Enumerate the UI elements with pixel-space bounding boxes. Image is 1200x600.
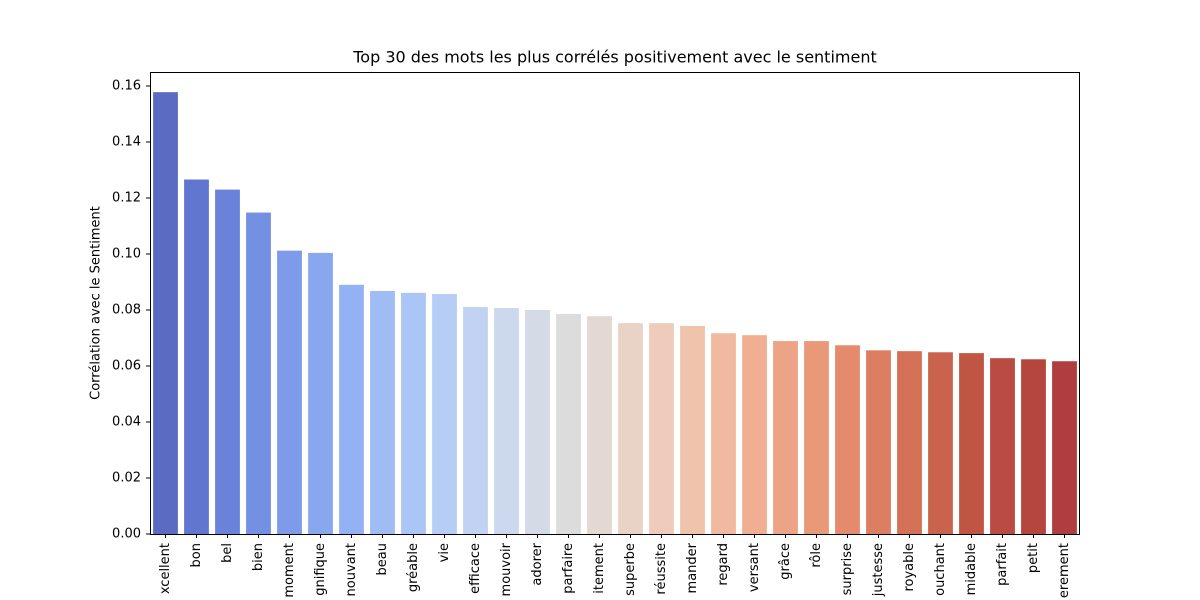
y-axis-label: Corrélation avec le Sentiment [89, 206, 104, 400]
bar [246, 212, 271, 534]
x-tick-label: adorer [530, 542, 545, 585]
x-tick-label: réussite [654, 543, 669, 595]
x-tick-label: moment [282, 543, 297, 598]
y-tick-label: 0.04 [112, 415, 141, 430]
x-tick-label: bel [220, 543, 235, 563]
x-tick-label: itement [592, 543, 607, 594]
x-tick-label: ouchant [933, 543, 948, 596]
bar [339, 284, 364, 534]
bar [804, 341, 829, 534]
x-tick-label: vie [437, 543, 452, 562]
x-tick-label: bien [251, 543, 266, 571]
x-tick-label: efficace [468, 543, 483, 594]
x-tick-label: surprise [840, 543, 855, 595]
bar [215, 189, 240, 534]
x-tick-label: royable [902, 543, 917, 592]
x-tick-label: petit [1026, 543, 1041, 573]
bar [587, 316, 612, 534]
bar [928, 352, 953, 534]
y-tick-label: 0.14 [112, 135, 141, 150]
x-tick-label: bon [189, 543, 204, 567]
x-tick-label: midable [964, 543, 979, 595]
bar [680, 325, 705, 534]
bar [1021, 359, 1046, 534]
bar [866, 350, 891, 534]
chart-title: Top 30 des mots les plus corrélés positi… [352, 48, 877, 67]
x-tick-label: parfait [995, 543, 1010, 586]
x-tick-label: gnifique [313, 543, 328, 596]
x-tick-label: superbe [623, 543, 638, 596]
bar [711, 333, 736, 534]
bar [1052, 361, 1077, 534]
bar [277, 250, 302, 534]
x-tick-label: versant [747, 543, 762, 592]
x-tick-label: parfaire [561, 543, 576, 594]
bar [525, 310, 550, 534]
bar [463, 306, 488, 534]
bar [370, 290, 395, 534]
bar [742, 335, 767, 534]
x-tick-label: gréable [406, 543, 421, 592]
bar [897, 351, 922, 534]
y-tick-label: 0.12 [112, 191, 141, 206]
plot-frame [150, 72, 1080, 535]
bar [494, 308, 519, 534]
bar [649, 323, 674, 534]
x-tick-label: mouvoir [499, 542, 514, 596]
y-tick-label: 0.08 [112, 303, 141, 318]
y-tick-label: 0.00 [112, 527, 141, 542]
bar [556, 313, 581, 534]
bar [835, 345, 860, 534]
bar [153, 92, 178, 534]
x-tick-label: beau [375, 543, 390, 575]
x-tick-label: justesse [871, 543, 886, 597]
bar [618, 323, 643, 534]
bar [959, 353, 984, 534]
x-tick-label: regard [716, 543, 731, 586]
x-tick-label: mander [685, 542, 700, 593]
y-tick-label: 0.10 [112, 247, 141, 262]
y-tick-label: 0.16 [112, 79, 141, 94]
y-tick-label: 0.06 [112, 359, 141, 374]
x-tick-label: nouvant [344, 543, 359, 596]
bar [990, 358, 1015, 534]
bar [401, 292, 426, 534]
bar [308, 252, 333, 534]
x-tick-label: grâce [778, 543, 793, 580]
bar [184, 179, 209, 534]
x-tick-label: erement [1057, 543, 1072, 598]
x-tick-label: xcellent [158, 543, 173, 594]
bar [432, 294, 457, 534]
bar [773, 341, 798, 534]
y-tick-label: 0.02 [112, 471, 141, 486]
x-tick-label: rôle [809, 543, 824, 568]
